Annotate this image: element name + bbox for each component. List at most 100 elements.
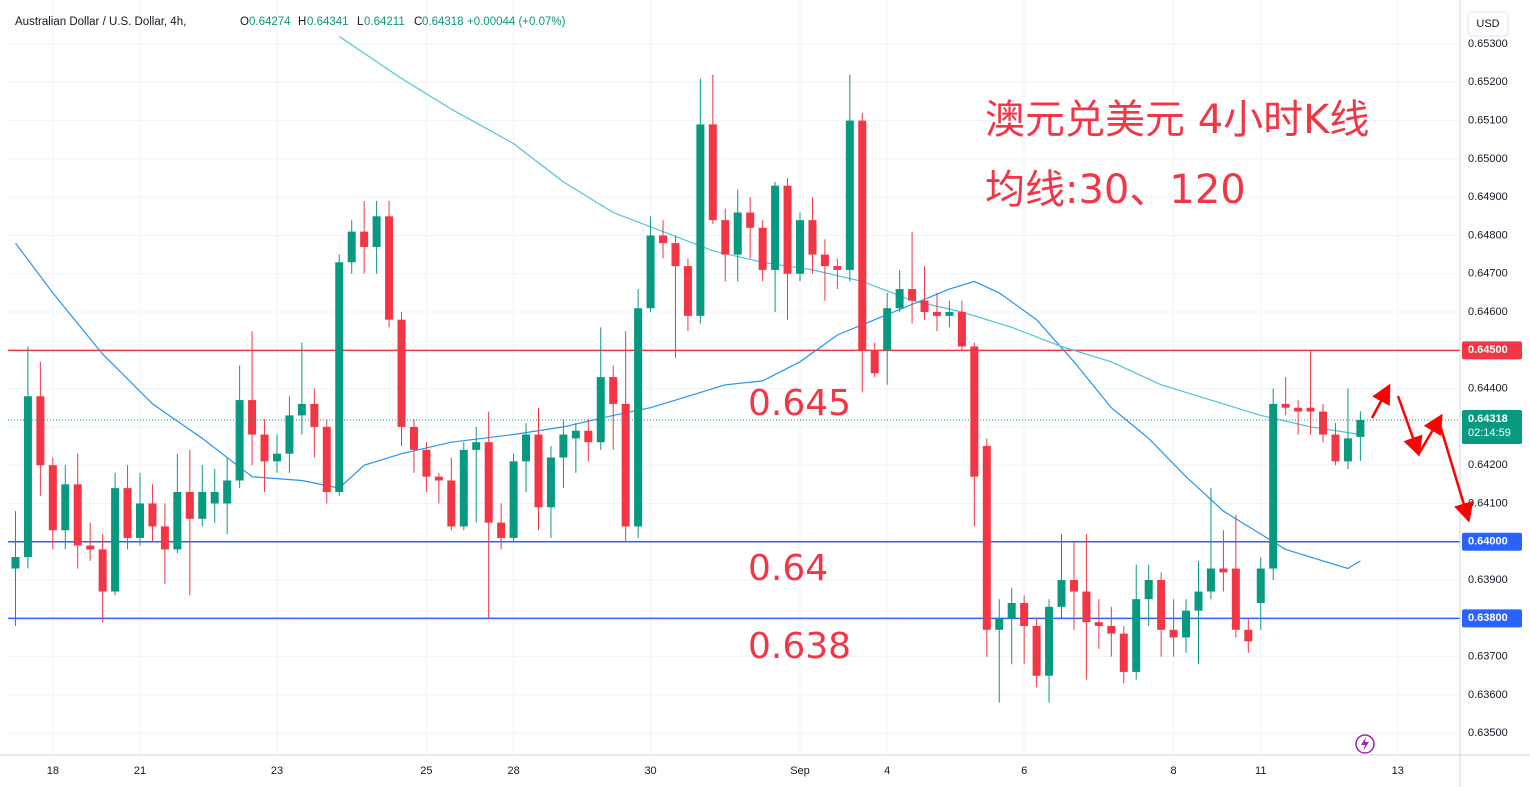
candle-body <box>310 403 319 427</box>
candle-body <box>347 231 356 263</box>
x-tick-label: 28 <box>507 765 519 777</box>
candle-body <box>397 319 406 427</box>
y-tick-label: 0.64100 <box>1468 497 1508 509</box>
candle-body <box>509 461 518 538</box>
arrow <box>1416 413 1443 456</box>
candle-body <box>1194 591 1203 611</box>
candle-body <box>322 426 331 492</box>
candle-body <box>497 522 506 538</box>
arrow <box>1438 424 1474 523</box>
candle-body <box>1020 603 1029 626</box>
level-label: 0.63800 <box>1468 612 1508 624</box>
level-label-box <box>1462 341 1522 360</box>
x-tick-label: 18 <box>47 765 59 777</box>
candle-body <box>1144 580 1153 600</box>
candle-body <box>995 618 1004 630</box>
level-label-box <box>1462 532 1522 551</box>
candle-body <box>1032 625 1041 676</box>
candle-body <box>833 266 842 270</box>
ohlc-letter: C <box>414 16 422 28</box>
ohlc-letter: L <box>357 16 364 28</box>
y-tick-label: 0.63600 <box>1468 689 1508 701</box>
candle-body <box>671 243 680 267</box>
change: +0.00044 (+0.07%) <box>467 16 566 28</box>
ohlc-letter: O <box>240 16 249 28</box>
candle-body <box>1157 580 1166 630</box>
last-price-label: 0.64318 <box>1468 413 1508 425</box>
candle-body <box>61 484 70 531</box>
candle-body <box>148 503 157 527</box>
candle-body <box>285 415 294 454</box>
candle-body <box>136 503 144 538</box>
candle-body <box>198 491 207 519</box>
level-annotation: 0.645 <box>748 383 851 424</box>
candle-body <box>1281 403 1290 408</box>
level-annotation: 0.64 <box>748 548 828 589</box>
candle-body <box>335 262 344 492</box>
alert-icon[interactable] <box>1355 734 1375 754</box>
countdown: 02:14:59 <box>1468 427 1511 439</box>
candle-body <box>1256 568 1265 604</box>
subtitle: 均线:30、120 <box>985 167 1246 213</box>
arrow <box>1396 395 1423 457</box>
candle-body <box>1356 419 1365 437</box>
open-value: 0.64274 <box>249 16 291 28</box>
y-tick-label: 0.63900 <box>1468 574 1508 586</box>
candle-body <box>248 400 257 435</box>
candle-body <box>1094 622 1103 626</box>
level-annotation: 0.638 <box>748 626 851 667</box>
low-value: 0.64211 <box>364 16 405 28</box>
level-label: 0.64000 <box>1468 536 1508 548</box>
arrows <box>1370 383 1474 523</box>
last-price-box <box>1462 409 1522 444</box>
level-label: 0.64500 <box>1468 344 1508 356</box>
arrow <box>1370 383 1391 419</box>
candle-body <box>522 434 531 462</box>
candle-body <box>820 254 829 267</box>
moving-average <box>15 242 1361 570</box>
candle-body <box>123 488 132 538</box>
candle-body <box>845 120 854 270</box>
candle-body <box>360 231 369 247</box>
candle-body <box>733 212 742 255</box>
candle-body <box>210 491 219 504</box>
candle-body <box>771 185 780 270</box>
candle-body <box>634 308 643 527</box>
y-tick-label: 0.64400 <box>1468 383 1508 395</box>
candle-body <box>459 449 468 527</box>
candle-body <box>1206 568 1215 592</box>
candle-body <box>1244 629 1253 642</box>
candle-body <box>385 216 394 320</box>
candle-body <box>559 434 568 458</box>
candle-body <box>1107 625 1116 634</box>
axis-layer: 0.653000.652000.651000.650000.649000.648… <box>47 38 1522 777</box>
candle-body <box>932 312 941 316</box>
ohlc-letter: H <box>298 16 306 28</box>
x-tick-label: 8 <box>1171 765 1177 777</box>
x-tick-label: 30 <box>644 765 656 777</box>
candle-body <box>86 545 95 550</box>
y-tick-label: 0.64900 <box>1468 191 1508 203</box>
alert-icon-bolt <box>1361 737 1369 751</box>
y-tick-label: 0.64200 <box>1468 459 1508 471</box>
y-tick-label: 0.65200 <box>1468 76 1508 88</box>
candle-body <box>1132 599 1141 672</box>
symbol: Australian Dollar / U.S. Dollar, 4h, <box>15 16 186 28</box>
candle-body <box>434 476 443 481</box>
candle-body <box>858 120 867 351</box>
candle-body <box>98 549 107 592</box>
currency[interactable]: USD <box>1476 18 1499 30</box>
candle-body <box>185 491 194 519</box>
candle-body <box>646 235 655 309</box>
candle-body <box>223 480 232 504</box>
candle-body <box>796 220 804 274</box>
currency-button[interactable] <box>1467 11 1509 37</box>
candle-body <box>372 216 381 247</box>
y-tick-label: 0.64800 <box>1468 229 1508 241</box>
high-value: 0.64341 <box>307 16 349 28</box>
candle-body <box>596 377 605 443</box>
candle-body <box>571 430 580 439</box>
x-tick-label: 6 <box>1021 765 1027 777</box>
candle-body <box>746 212 755 228</box>
candle-body <box>484 442 493 523</box>
